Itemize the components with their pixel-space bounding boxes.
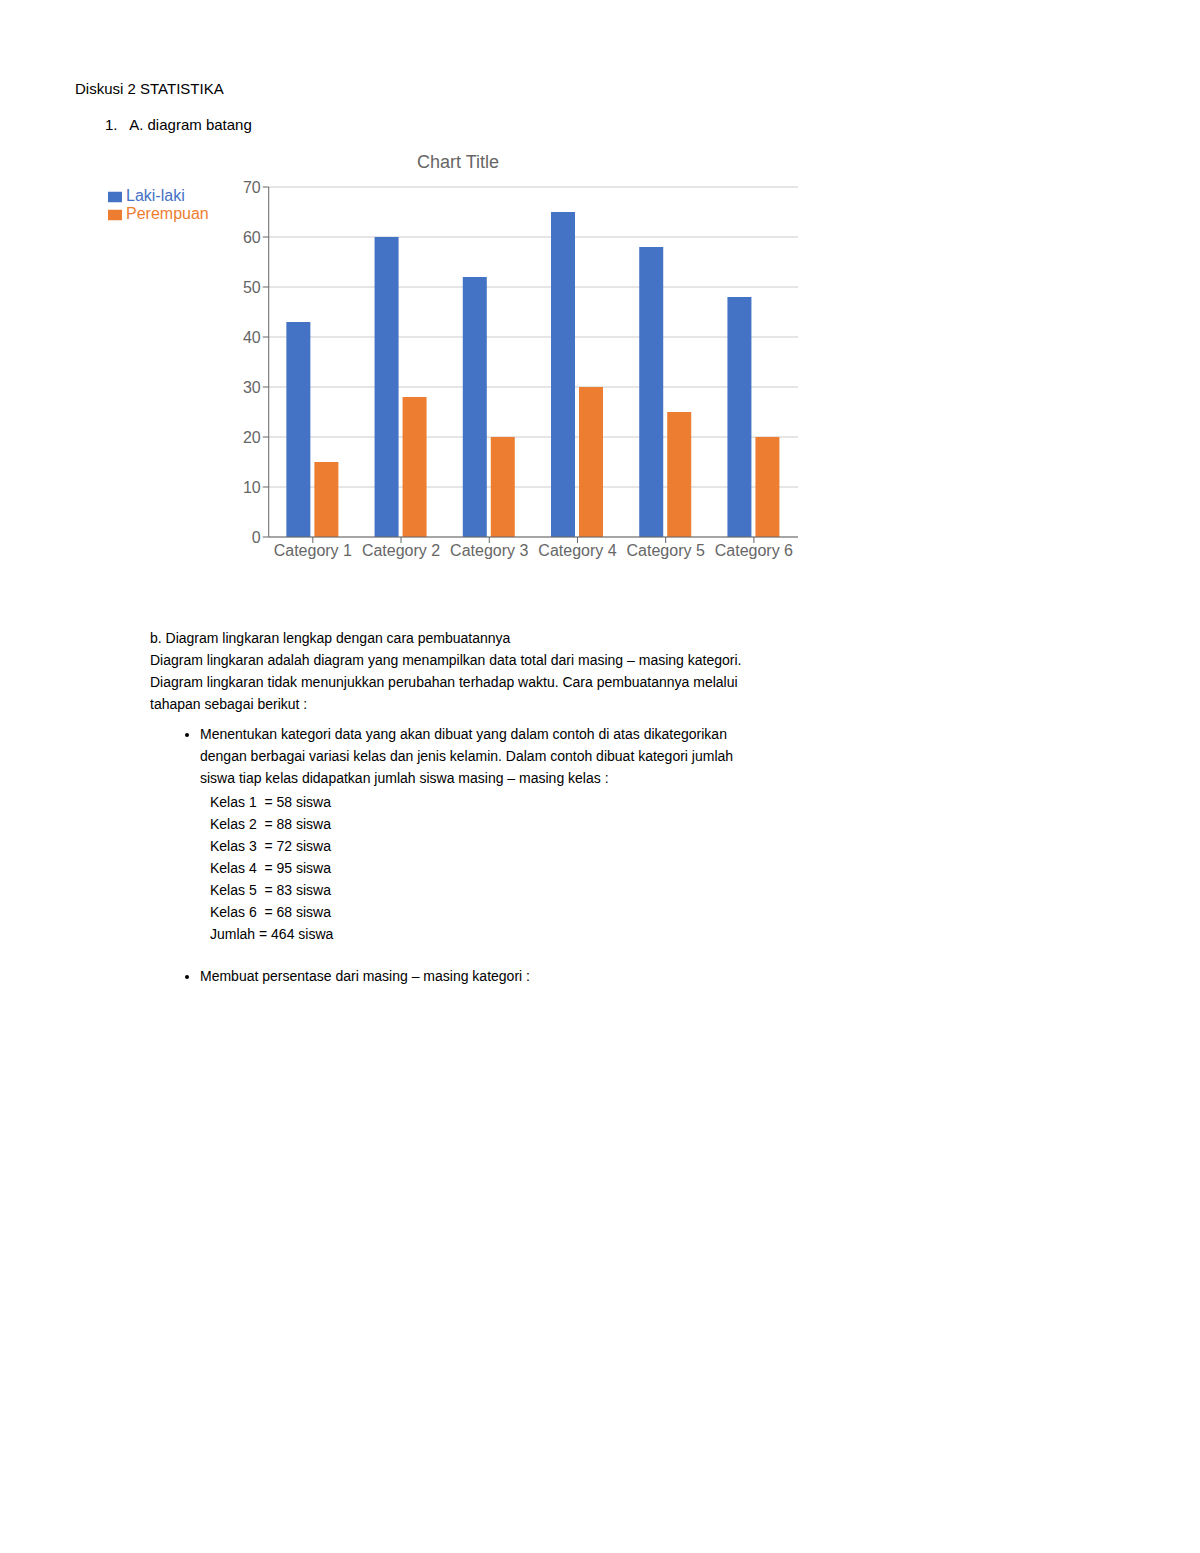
html-text:Jumlah = 464 siswa: Jumlah = 464 siswa [210, 926, 334, 942]
html-text:Laki-laki: Laki-laki [126, 187, 185, 204]
svg-text:Category 2: Category 2 [362, 542, 440, 559]
html-text:Kelas 6 = 68 siswa: Kelas 6 = 68 siswa [210, 904, 331, 920]
html-text:dengan berbagai variasi kelas: dengan berbagai variasi kelas dan jenis … [200, 748, 734, 764]
html-text:Diagram lingkaran adalah diagr: Diagram lingkaran adalah diagram yang me… [150, 652, 742, 668]
html-text:Kelas 1 = 58 siswa: Kelas 1 = 58 siswa [210, 794, 331, 810]
svg-text:Category 3: Category 3 [450, 542, 528, 559]
svg-text:60: 60 [243, 229, 261, 246]
html-text:Menentukan kategori data yang: Menentukan kategori data yang akan dibua… [200, 726, 727, 742]
html-text:siswa tiap kelas didapatkan ju: siswa tiap kelas didapatkan jumlah siswa… [200, 770, 609, 786]
html-text:Chart Title: Chart Title [417, 152, 499, 172]
svg-text:50: 50 [243, 279, 261, 296]
html-text:Kelas 5 = 83 siswa: Kelas 5 = 83 siswa [210, 882, 331, 898]
html-text:Kelas 4 = 95 siswa: Kelas 4 = 95 siswa [210, 860, 331, 876]
svg-text:Category 1: Category 1 [274, 542, 352, 559]
svg-text:40: 40 [243, 329, 261, 346]
html-text:Kelas 2 = 88 siswa: Kelas 2 = 88 siswa [210, 816, 331, 832]
svg-text:70: 70 [243, 179, 261, 196]
html-text:Diskusi 2 STATISTIKA: Diskusi 2 STATISTIKA [75, 80, 224, 97]
html-text:Kelas 3 = 72 siswa: Kelas 3 = 72 siswa [210, 838, 331, 854]
html-text:Membuat persentase dari masing: Membuat persentase dari masing – masing … [200, 968, 530, 984]
svg-text:30: 30 [243, 379, 261, 396]
svg-text:0: 0 [252, 529, 261, 546]
svg-text:Category 5: Category 5 [627, 542, 705, 559]
svg-text:20: 20 [243, 429, 261, 446]
svg-text:10: 10 [243, 479, 261, 496]
svg-text:Category 6: Category 6 [715, 542, 793, 559]
html-text:Diagram lingkaran tidak menunj: Diagram lingkaran tidak menunjukkan peru… [150, 674, 738, 690]
html-text:tahapan sebagai berikut :: tahapan sebagai berikut : [150, 696, 308, 712]
svg-text:Category 4: Category 4 [538, 542, 616, 559]
html-text:b. Diagram lingkaran lengkap d: b. Diagram lingkaran lengkap dengan cara… [150, 630, 511, 646]
html-text:Perempuan: Perempuan [126, 205, 209, 222]
html-text:1. A. diagram batang: 1. A. diagram batang [105, 116, 252, 133]
